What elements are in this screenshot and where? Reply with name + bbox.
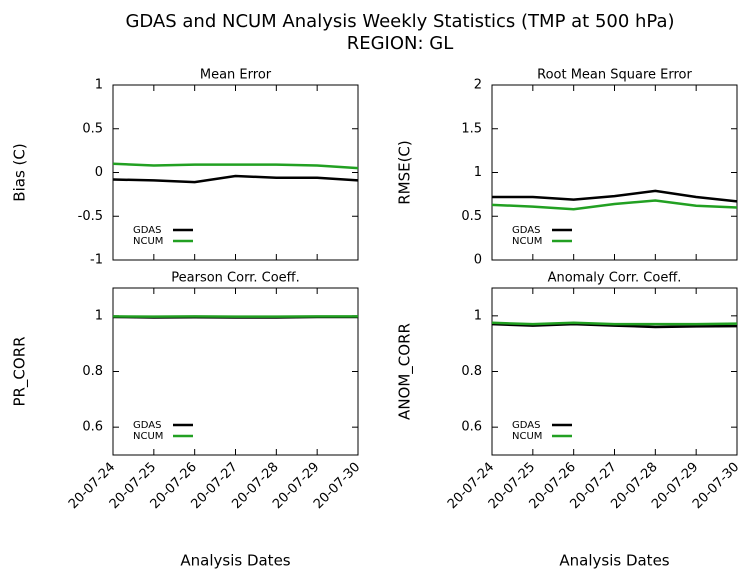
legend-label: NCUM xyxy=(512,236,542,247)
y-tick-label: 1 xyxy=(95,308,103,323)
series-line xyxy=(492,189,738,203)
series-line xyxy=(112,174,359,184)
legend-label: NCUM xyxy=(512,431,542,442)
y-axis-label: PR_CORR xyxy=(11,336,30,406)
legend-label: GDAS xyxy=(512,420,540,431)
x-axis-label: Analysis Dates xyxy=(180,552,290,570)
y-tick-label: 1.5 xyxy=(461,121,482,136)
y-tick-label: 2 xyxy=(474,78,482,93)
series-line xyxy=(112,162,359,170)
series-line xyxy=(491,199,738,211)
y-tick-label: 0 xyxy=(95,165,103,180)
y-axis-label: ANOM_CORR xyxy=(396,323,415,420)
y-axis-label: RMSE(C) xyxy=(396,140,414,205)
panel-title: Root Mean Square Error xyxy=(537,68,692,83)
panel-title: Mean Error xyxy=(200,68,272,83)
y-tick-label: 0 xyxy=(474,253,482,268)
legend-label: NCUM xyxy=(133,431,163,442)
series-line xyxy=(491,321,738,326)
y-tick-label: 0.8 xyxy=(82,364,103,379)
legend-label: GDAS xyxy=(133,225,161,236)
y-tick-label: -1 xyxy=(90,253,103,268)
y-tick-label: 0.6 xyxy=(461,420,482,435)
y-axis-label: Bias (C) xyxy=(11,143,29,201)
y-tick-label: 1 xyxy=(95,78,103,93)
figure-subtitle: REGION: GL xyxy=(347,33,454,54)
x-axis-label: Analysis Dates xyxy=(559,552,669,570)
y-tick-label: 0.6 xyxy=(82,420,103,435)
series-line xyxy=(491,322,738,329)
legend-label: GDAS xyxy=(133,420,161,431)
y-tick-label: -0.5 xyxy=(78,209,103,224)
panel-title: Pearson Corr. Coeff. xyxy=(171,271,299,286)
y-tick-label: 0.5 xyxy=(461,209,482,224)
y-tick-label: 0.8 xyxy=(461,364,482,379)
legend-label: NCUM xyxy=(133,236,163,247)
y-tick-label: 1 xyxy=(474,165,482,180)
y-tick-label: 1 xyxy=(474,308,482,323)
legend-label: GDAS xyxy=(512,225,540,236)
y-tick-label: 0.5 xyxy=(82,121,103,136)
panel-title: Anomaly Corr. Coeff. xyxy=(548,271,682,286)
figure-title: GDAS and NCUM Analysis Weekly Statistics… xyxy=(125,11,674,32)
